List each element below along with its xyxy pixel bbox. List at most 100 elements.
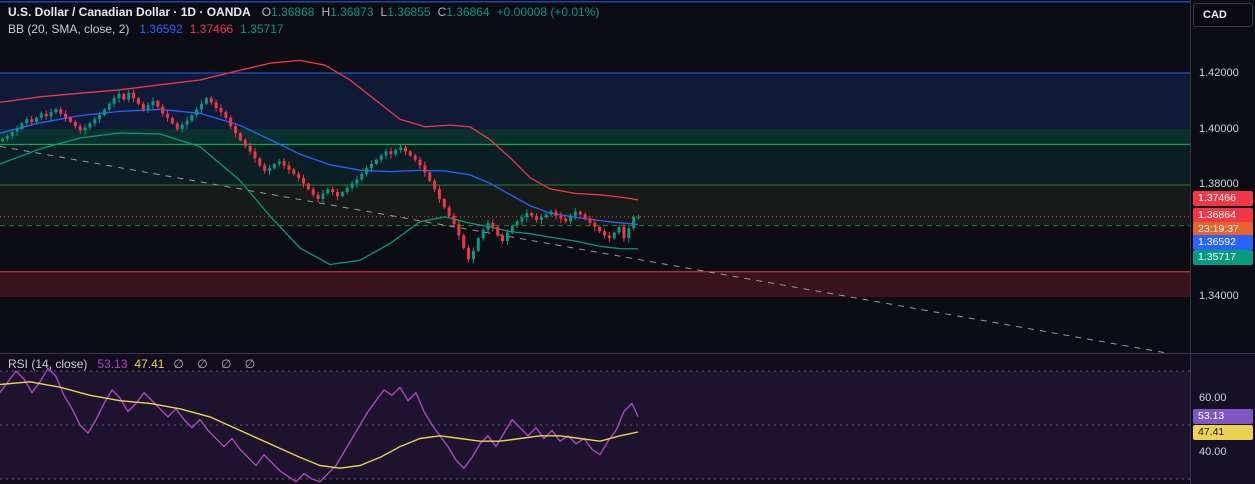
candle: [209, 98, 213, 103]
candle: [481, 229, 485, 239]
candle: [54, 109, 58, 113]
ohlc-close: C1.36864: [437, 5, 490, 19]
candle: [549, 211, 553, 215]
candle: [302, 178, 306, 184]
candle: [632, 216, 636, 229]
candle: [243, 140, 247, 146]
candle: [515, 221, 519, 226]
bb-lower-line[interactable]: [0, 132, 639, 266]
ohlc-high: H1.36873: [321, 5, 374, 19]
zone-supply-strip: [0, 129, 1190, 145]
rsi-pane[interactable]: RSI (14, close) 53.13 47.41 ∅ ∅ ∅ ∅: [0, 354, 1190, 484]
rsi-value: 53.13: [97, 357, 128, 371]
candle: [238, 133, 242, 141]
candle: [559, 215, 563, 219]
axis-tick: 40.00: [1199, 446, 1227, 458]
candle: [185, 120, 189, 125]
candle: [132, 92, 136, 99]
candle: [457, 224, 461, 236]
candle: [530, 213, 534, 216]
candle: [321, 193, 325, 199]
candle: [263, 165, 267, 171]
candle: [394, 150, 398, 155]
candle: [180, 124, 184, 129]
candle: [98, 115, 102, 120]
candle: [141, 103, 145, 110]
candle: [272, 164, 276, 169]
candle: [384, 151, 388, 156]
candle: [437, 189, 441, 199]
candle: [447, 207, 451, 216]
candle: [355, 179, 359, 184]
candle: [316, 194, 320, 199]
candle: [161, 106, 165, 114]
axis-tick: 1.34000: [1199, 290, 1239, 302]
candle: [83, 127, 87, 131]
rsi-indicator-label[interactable]: RSI (14, close): [8, 357, 88, 371]
candle: [564, 218, 568, 222]
candle: [637, 216, 641, 218]
axis-tick: 60.00: [1199, 392, 1227, 404]
candle: [170, 117, 174, 124]
candle: [151, 101, 155, 106]
currency-button[interactable]: CAD: [1193, 3, 1253, 27]
currency-label: CAD: [1203, 9, 1227, 21]
candle: [214, 102, 218, 108]
bb-upper-line[interactable]: [0, 59, 639, 201]
rsi-empty-values: ∅ ∅ ∅ ∅: [173, 357, 261, 371]
candle: [442, 199, 446, 208]
candle: [195, 109, 199, 115]
symbol-title[interactable]: U.S. Dollar / Canadian Dollar · 1D · OAN…: [8, 5, 251, 19]
candle: [258, 158, 262, 166]
bb-lower-value: 1.35717: [240, 22, 284, 36]
candle: [622, 227, 626, 239]
candle: [146, 105, 150, 110]
candle: [64, 113, 68, 118]
candle: [234, 126, 238, 134]
rsi-ma-line[interactable]: [0, 381, 639, 469]
candle: [544, 214, 548, 218]
candle: [88, 123, 92, 128]
candle: [510, 225, 514, 233]
candle: [5, 136, 9, 139]
axis-tick: 1.38000: [1199, 178, 1239, 190]
zone-support-red: [0, 271, 1190, 297]
candle: [326, 189, 330, 194]
candle: [389, 151, 393, 155]
candle: [336, 192, 339, 197]
candle: [39, 113, 43, 118]
candle: [374, 159, 378, 164]
candle: [107, 103, 111, 110]
candle: [229, 117, 233, 127]
pane-divider[interactable]: [0, 353, 1255, 354]
candle: [34, 117, 38, 122]
candle: [408, 151, 412, 156]
zone-resistance-blue: [0, 73, 1190, 129]
candle: [190, 115, 194, 121]
rsi-legend: RSI (14, close) 53.13 47.41 ∅ ∅ ∅ ∅: [8, 357, 260, 374]
candle: [535, 215, 539, 220]
candle: [399, 147, 403, 150]
candle: [365, 168, 369, 174]
bb-basis-line[interactable]: [0, 108, 639, 226]
bb-indicator-label[interactable]: BB (20, SMA, close, 2): [8, 22, 130, 36]
candle: [20, 123, 24, 129]
candles[interactable]: [1, 89, 641, 264]
candle: [253, 151, 257, 159]
bar-countdown-badge: 23:19:37: [1193, 222, 1253, 237]
candle: [578, 211, 582, 215]
candle: [248, 145, 252, 152]
candle: [403, 147, 407, 152]
candle: [603, 231, 607, 236]
rsi-chart-canvas[interactable]: [0, 354, 1190, 484]
candle: [433, 180, 437, 190]
price-chart-canvas[interactable]: [0, 0, 1190, 353]
price-pane[interactable]: U.S. Dollar / Canadian Dollar · 1D · OAN…: [0, 0, 1190, 353]
bb-upper-value: 1.37466: [189, 22, 234, 36]
candle: [15, 129, 19, 132]
candle: [501, 235, 505, 241]
price-axis[interactable]: 1.42000 1.40000 1.38000 1.34000 60.00 40.00 1.…: [1190, 0, 1255, 484]
candle: [73, 122, 77, 127]
candle: [452, 215, 456, 225]
